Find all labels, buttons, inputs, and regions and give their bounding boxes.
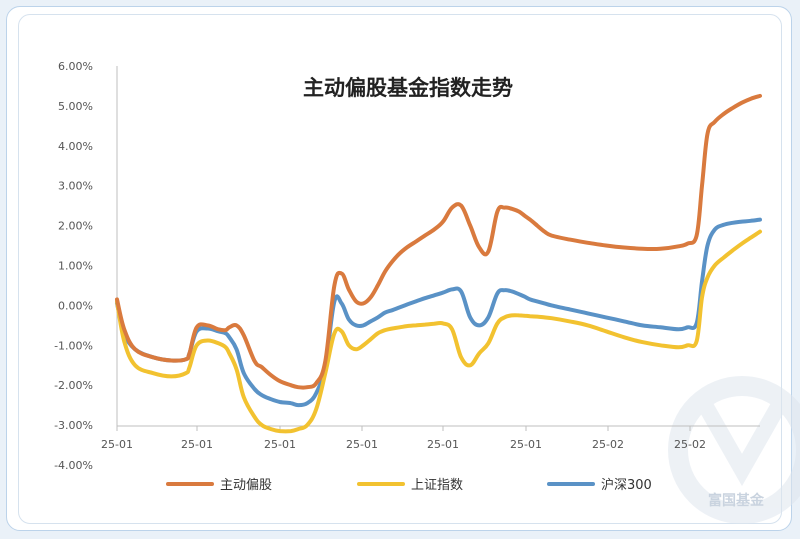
y-tick-label: -2.00% <box>54 379 93 392</box>
x-tick-label: 25-01 <box>346 438 378 451</box>
x-tick-label: 25-01 <box>264 438 296 451</box>
series-line-1 <box>115 229 762 434</box>
watermark-text: 富国基金 <box>708 492 765 509</box>
y-tick-label: 1.00% <box>58 260 93 273</box>
y-tick-label: 4.00% <box>58 140 93 153</box>
chart-title: 主动偏股基金指数走势 <box>303 76 513 100</box>
watermark-logo <box>668 376 800 524</box>
series-line-0 <box>115 93 762 390</box>
y-tick-label: 5.00% <box>58 100 93 113</box>
x-tick-labels: 25-01 25-01 25-01 25-01 25-01 25-01 25-02 25-02 <box>101 426 706 451</box>
x-tick-label: 25-01 <box>181 438 213 451</box>
legend: 主动偏股 上证指数 沪深300 <box>166 477 652 493</box>
x-tick-label: 25-01 <box>427 438 459 451</box>
y-tick-label: -3.00% <box>54 419 93 432</box>
y-tick-label: -1.00% <box>54 339 93 352</box>
legend-label-1: 上证指数 <box>411 478 463 493</box>
chart-card <box>18 14 782 524</box>
x-tick-label: 25-01 <box>101 438 133 451</box>
x-tick-label: 25-02 <box>592 438 624 451</box>
y-tick-label: 3.00% <box>58 180 93 193</box>
x-tick-label: 25-02 <box>674 438 706 451</box>
legend-label-2: 沪深300 <box>601 477 652 493</box>
series-line-2 <box>115 217 762 408</box>
series-lines <box>115 93 762 434</box>
legend-label-0: 主动偏股 <box>220 478 272 493</box>
x-tick-label: 25-01 <box>510 438 542 451</box>
y-tick-label: 2.00% <box>58 220 93 233</box>
y-tick-label: 0.00% <box>58 299 93 312</box>
y-tick-label: 6.00% <box>58 60 93 73</box>
y-tick-labels: 6.00% 5.00% 4.00% 3.00% 2.00% 1.00% 0.00% -1.00… <box>54 60 93 472</box>
y-tick-label: -4.00% <box>54 459 93 472</box>
